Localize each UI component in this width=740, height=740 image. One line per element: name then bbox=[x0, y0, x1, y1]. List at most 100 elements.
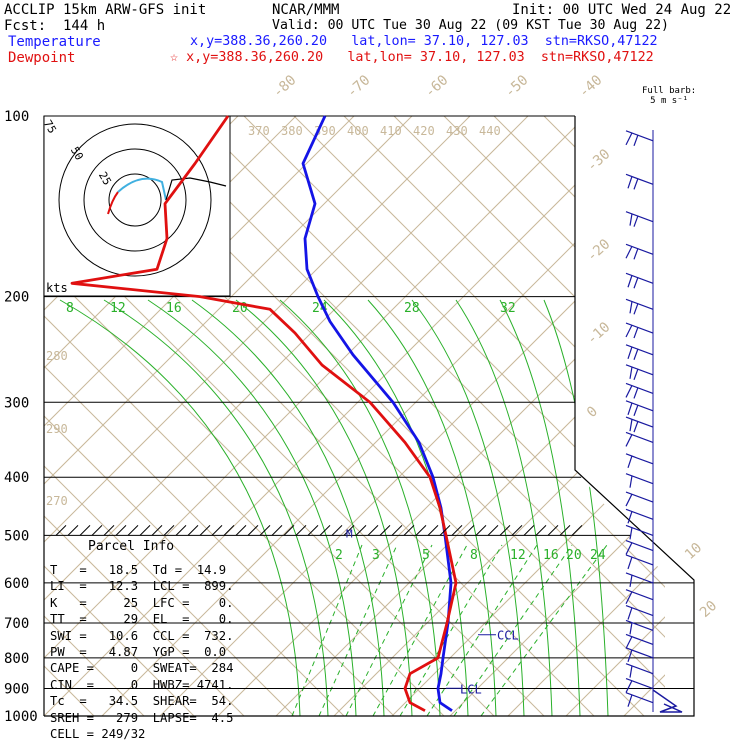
lcl-label: LCL bbox=[460, 682, 482, 696]
wind-barb-line bbox=[625, 243, 654, 255]
wind-barb-line bbox=[625, 663, 654, 675]
theta-label: 370 bbox=[248, 124, 270, 138]
moist-adiabat-line bbox=[411, 299, 525, 716]
wind-barb-feather bbox=[629, 419, 633, 432]
hatch-mark bbox=[151, 525, 163, 536]
dry-adiabat-line bbox=[193, 116, 665, 716]
wind-barb-feather bbox=[625, 591, 633, 604]
isotherm-label: -20 bbox=[584, 236, 614, 265]
moist-adiabat-line bbox=[147, 299, 357, 716]
wind-barb-feather bbox=[629, 213, 633, 226]
hodograph-trace-low bbox=[107, 191, 119, 215]
wind-barb-feather bbox=[629, 366, 633, 379]
hatch-mark bbox=[211, 525, 223, 536]
hatch-mark bbox=[163, 525, 175, 536]
wind-barb-line bbox=[625, 508, 654, 520]
wind-barb bbox=[625, 344, 654, 360]
mixing-ratio-label: 3 bbox=[372, 548, 380, 563]
mixing-ratio-label: 2 bbox=[335, 548, 343, 563]
hatch-mark bbox=[427, 525, 439, 536]
wind-barb-feather bbox=[627, 402, 633, 416]
hatch-mark bbox=[355, 525, 367, 536]
isotherm-line bbox=[159, 116, 665, 716]
parcel-info-row: LI = 12.3 LCL = 899. bbox=[50, 579, 234, 594]
theta-label: 380 bbox=[281, 124, 303, 138]
model-title: ACCLIP 15km ARW-GFS init bbox=[4, 2, 207, 18]
moist-adiabat-line bbox=[323, 299, 469, 716]
wind-barb-feather bbox=[629, 665, 633, 678]
hatch-mark bbox=[307, 525, 319, 536]
mixing-ratio-line bbox=[291, 544, 363, 716]
isotherm-label: -10 bbox=[584, 319, 614, 348]
dewpoint-location-info: ☆ x,y=388.36,260.20 lat,lon= 37.10, 127.… bbox=[170, 50, 654, 65]
wind-barb-line bbox=[625, 382, 654, 395]
hatch-mark bbox=[475, 525, 487, 536]
hatch-m-label: M bbox=[346, 527, 353, 540]
isotherm-line bbox=[507, 116, 665, 716]
moist-adiabat-line bbox=[59, 299, 301, 716]
wind-barb-feather bbox=[629, 301, 633, 314]
hatch-mark bbox=[295, 525, 307, 536]
mixing-ratio-label: 32 bbox=[500, 301, 516, 316]
dry-adiabat-line bbox=[443, 116, 665, 716]
pressure-tick-label: 900 bbox=[4, 682, 29, 698]
wind-barb-feather bbox=[627, 649, 633, 663]
wind-barb-line bbox=[625, 431, 654, 444]
hodograph-trace-mid bbox=[117, 177, 167, 201]
hatch-mark bbox=[331, 525, 343, 536]
hatch-mark bbox=[271, 525, 283, 536]
pressure-tick-label: 500 bbox=[4, 528, 29, 544]
moist-adiabat-line bbox=[499, 299, 581, 716]
hatch-mark bbox=[187, 525, 199, 536]
hatch-mark bbox=[367, 525, 379, 536]
hodograph-ring-50 bbox=[83, 148, 187, 252]
wind-barb-feather bbox=[633, 326, 639, 339]
mixing-ratio-line bbox=[426, 544, 538, 716]
hatch-mark bbox=[199, 525, 211, 536]
dewpoint-profile bbox=[70, 115, 458, 712]
pressure-tick-label: 200 bbox=[4, 290, 29, 306]
wind-barb-feather bbox=[625, 385, 633, 398]
isotherm-line bbox=[44, 116, 491, 716]
wind-barb-line bbox=[625, 554, 654, 566]
moist-adiabat-line bbox=[235, 299, 413, 716]
hatch-mark bbox=[403, 525, 415, 536]
wind-barb-feather bbox=[633, 215, 639, 227]
hodograph-trace-upper bbox=[165, 177, 227, 201]
moist-adiabat-line bbox=[103, 299, 329, 716]
wind-barb bbox=[625, 400, 654, 417]
wind-barb-feather bbox=[627, 455, 633, 469]
parcel-info-row: T = 18.5 Td = 14.9 bbox=[50, 563, 227, 577]
wind-barb bbox=[625, 243, 654, 260]
dry-adiabat-line bbox=[44, 116, 495, 716]
wind-barb bbox=[625, 211, 654, 227]
wind-barb-feather bbox=[633, 404, 639, 417]
forecast-hour: Fcst: 144 h bbox=[4, 18, 106, 34]
wind-barb-line bbox=[625, 692, 654, 704]
barb-legend-title: Full barb: bbox=[642, 86, 697, 96]
hatch-mark bbox=[571, 525, 583, 536]
parcel-info-row: SREH = 279 LAPSE= 4.5 bbox=[50, 710, 234, 725]
hatch-mark bbox=[535, 525, 547, 536]
dry-adiabat-line bbox=[44, 116, 295, 716]
hatch-mark bbox=[343, 525, 355, 536]
hatch-mark bbox=[487, 525, 499, 536]
moist-adiabat-line bbox=[455, 299, 553, 716]
barb-legend-unit: 5 m s⁻¹ bbox=[650, 96, 689, 106]
dry-adiabat-line bbox=[643, 116, 665, 716]
mixing-ratio-label: 28 bbox=[404, 301, 420, 316]
wind-barb-line bbox=[625, 322, 654, 334]
dry-adiabat-line bbox=[143, 116, 665, 716]
wind-barb bbox=[625, 298, 654, 315]
wind-barb-feather bbox=[633, 248, 639, 260]
wind-barb-feather bbox=[629, 622, 633, 635]
wind-barb-line bbox=[625, 453, 654, 465]
temperature-legend-label: Temperature bbox=[8, 34, 101, 50]
hodograph-label-50: 50 bbox=[68, 145, 86, 163]
hodograph-ring-25 bbox=[108, 173, 162, 227]
hatch-mark bbox=[499, 525, 511, 536]
hodograph-label-25: 25 bbox=[96, 170, 114, 188]
theta-label: 270 bbox=[46, 494, 68, 508]
hatch-mark bbox=[451, 525, 463, 536]
dry-adiabat-line bbox=[393, 116, 665, 716]
